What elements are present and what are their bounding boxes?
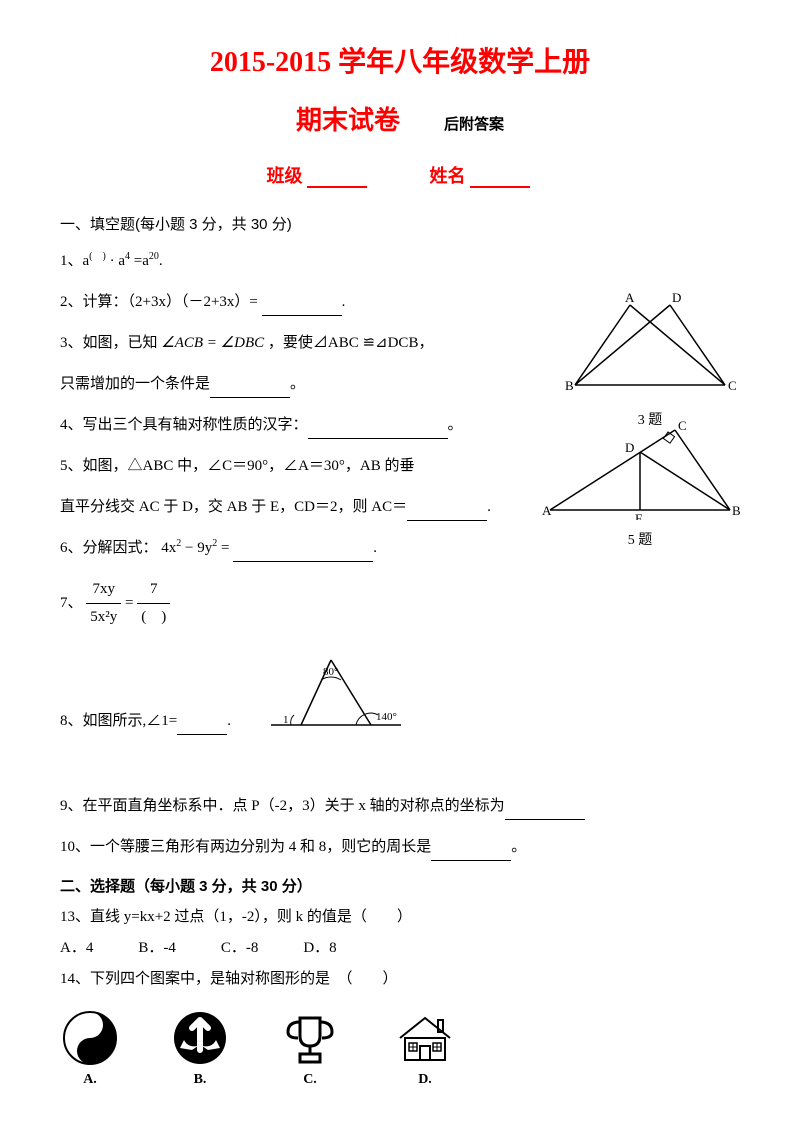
question-2: 2、计算：（2+3x）（－2+3x）= . <box>60 289 540 316</box>
yinyang-icon <box>60 1008 120 1068</box>
figure-q3: A D B C 3 题 <box>560 290 740 429</box>
svg-text:140°: 140° <box>376 711 397 723</box>
subtitle: 期末试卷 <box>296 100 400 137</box>
question-9: 9、在平面直角坐标系中．点 P（-2，3）关于 x 轴的对称点的坐标为 <box>60 793 740 820</box>
class-blank[interactable] <box>307 186 367 188</box>
main-title: 2015-2015 学年八年级数学上册 <box>60 40 740 80</box>
svg-text:1: 1 <box>283 714 289 726</box>
question-3b: 只需增加的一个条件是。 <box>60 371 740 398</box>
house-icon <box>390 1008 460 1068</box>
question-14: 14、下列四个图案中，是轴对称图形的是 （ ） <box>60 966 740 993</box>
student-info-row: 班级 姓名 <box>60 162 740 188</box>
q14-options-row: A. B. C. <box>60 1008 740 1088</box>
exam-page: 2015-2015 学年八年级数学上册 期末试卷 后附答案 班级 姓名 A D … <box>0 0 800 1123</box>
question-10: 10、一个等腰三角形有两边分别为 4 和 8，则它的周长是。 <box>60 834 740 861</box>
q4-blank[interactable] <box>308 423 448 439</box>
figure-q8: 80° 140° 1 <box>261 645 411 735</box>
option-b[interactable]: B. <box>170 1008 230 1088</box>
fraction-right: 7 ( ) <box>137 576 170 631</box>
option-d[interactable]: D. <box>390 1008 460 1088</box>
answer-note: 后附答案 <box>444 113 504 134</box>
q2-blank[interactable] <box>262 300 342 316</box>
name-label: 姓名 <box>430 166 466 186</box>
fraction-left: 7xy 5x²y <box>86 576 121 631</box>
q10-blank[interactable] <box>431 845 511 861</box>
trophy-icon <box>280 1008 340 1068</box>
question-5b: 直平分线交 AC 于 D，交 AB 于 E，CD＝2，则 AC＝. <box>60 494 740 521</box>
section2-header: 二、选择题（每小题 3 分，共 30 分） <box>60 875 740 896</box>
question-8: 8、如图所示,∠1=. 80° 140° 1 <box>60 645 740 735</box>
question-4: 4、写出三个具有轴对称性质的汉字：。 <box>60 412 540 439</box>
figure-q5: A B C D E 5 题 <box>540 420 740 549</box>
q5-blank[interactable] <box>407 505 487 521</box>
svg-text:D: D <box>672 290 681 305</box>
q3-blank[interactable] <box>210 382 290 398</box>
question-1: 1、a( ) · a4 =a20. <box>60 248 540 275</box>
q8-blank[interactable] <box>177 719 227 735</box>
svg-text:C: C <box>678 420 687 433</box>
section1-header: 一、填空题(每小题 3 分，共 30 分) <box>60 213 740 234</box>
option-a[interactable]: A. <box>60 1008 120 1088</box>
question-3: 3、如图，已知 ∠ACB = ∠DBC ，要使⊿ABC ≌⊿DCB， <box>60 330 540 357</box>
class-label: 班级 <box>267 166 303 186</box>
svg-text:D: D <box>625 440 634 455</box>
q6-blank[interactable] <box>233 546 373 562</box>
question-5a: 5、如图，△ABC 中，∠C＝90°，∠A＝30°，AB 的垂 <box>60 453 540 480</box>
name-blank[interactable] <box>470 186 530 188</box>
question-13-options: A．4 B．-4 C．-8 D．8 <box>60 935 740 962</box>
q9-blank[interactable] <box>505 804 585 820</box>
question-7: 7、 7xy 5x²y = 7 ( ) <box>60 576 740 631</box>
svg-text:A: A <box>625 290 635 305</box>
question-6: 6、分解因式： 4x2 − 9y2 = . <box>60 535 740 562</box>
subtitle-row: 期末试卷 后附答案 <box>60 100 740 137</box>
svg-text:80°: 80° <box>323 666 338 678</box>
arrow-sign-icon <box>170 1008 230 1068</box>
option-c[interactable]: C. <box>280 1008 340 1088</box>
question-13: 13、直线 y=kx+2 过点（1，-2），则 k 的值是（ ） <box>60 904 740 931</box>
